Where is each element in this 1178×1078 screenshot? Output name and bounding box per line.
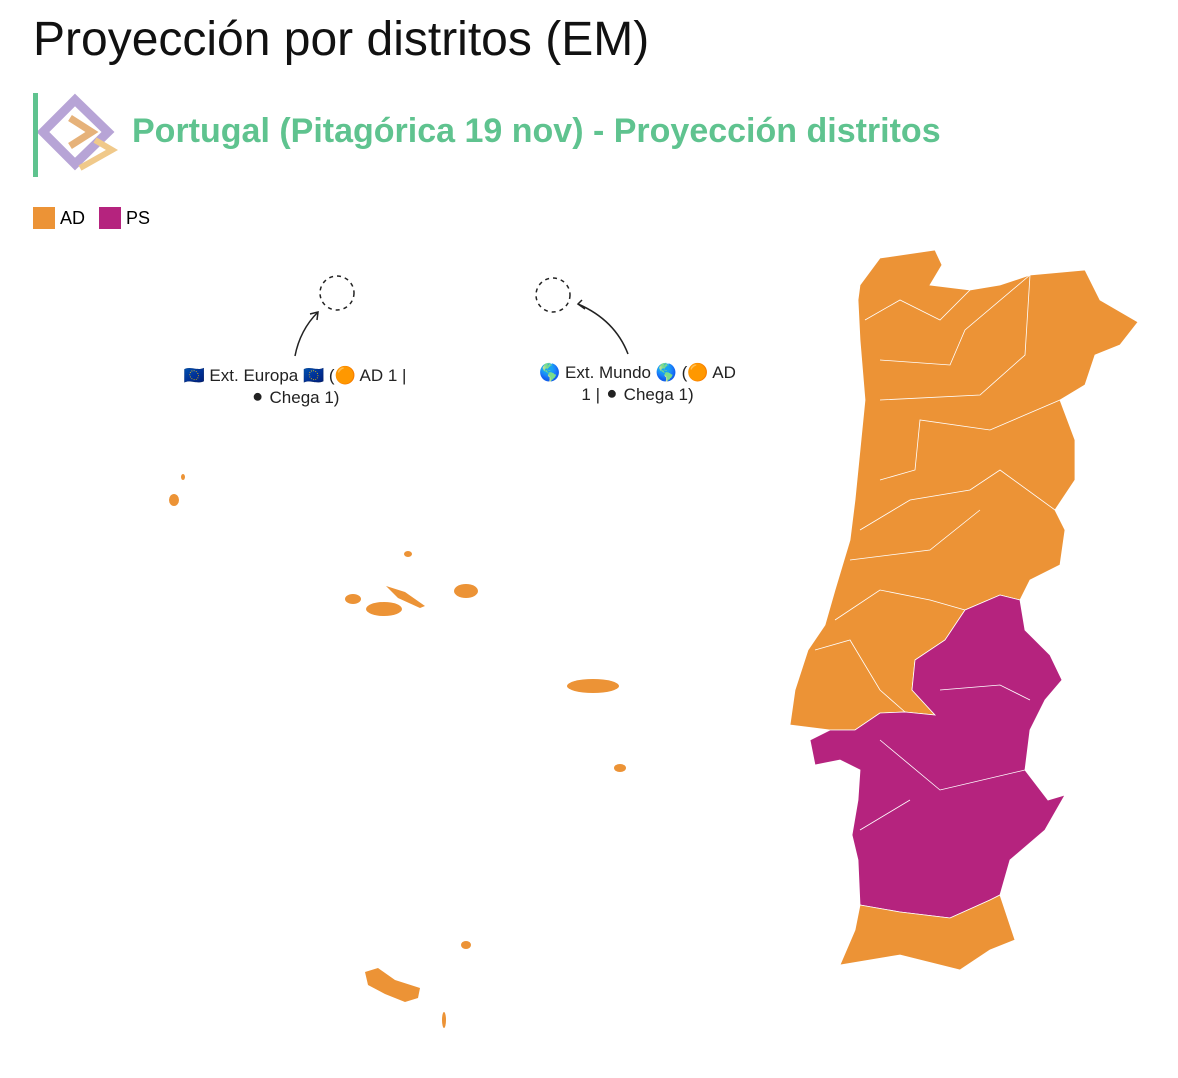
annotation: 🇪🇺 Ext. Europa 🇪🇺 (🟠 AD 1 | ⚫ Chega 1) xyxy=(183,366,407,407)
island xyxy=(386,586,425,608)
island xyxy=(169,494,179,506)
legend-label: AD xyxy=(60,207,86,228)
title: Proyección por distritos (EM) xyxy=(33,13,650,66)
island xyxy=(567,679,619,693)
logo xyxy=(36,93,119,171)
island xyxy=(454,584,478,598)
region-ps-south xyxy=(809,594,1066,919)
region-ad-algarve xyxy=(839,894,1016,971)
subtitle: Portugal (Pitagórica 19 nov) - Proyecció… xyxy=(132,112,941,150)
legend-swatch xyxy=(33,207,55,229)
annotation-markers xyxy=(294,275,629,357)
island xyxy=(366,602,402,616)
island xyxy=(442,1012,446,1028)
accent-bar xyxy=(33,93,38,177)
island xyxy=(614,764,626,772)
island xyxy=(345,594,361,604)
island xyxy=(365,968,420,1002)
portugal-mainland xyxy=(789,249,1139,971)
island xyxy=(404,551,412,557)
legend-item: AD xyxy=(33,207,85,229)
islands xyxy=(169,474,626,1028)
legend-swatch xyxy=(99,207,122,229)
legend-label: PS xyxy=(126,207,151,228)
island xyxy=(181,474,185,480)
annotation: 🌎 Ext. Mundo 🌎 (🟠 AD 1 | ⚫ Chega 1) xyxy=(539,363,736,404)
legend-item: PS xyxy=(99,207,150,229)
district-borders xyxy=(814,274,1061,831)
island xyxy=(461,941,471,949)
legend: AD PS xyxy=(33,207,150,229)
